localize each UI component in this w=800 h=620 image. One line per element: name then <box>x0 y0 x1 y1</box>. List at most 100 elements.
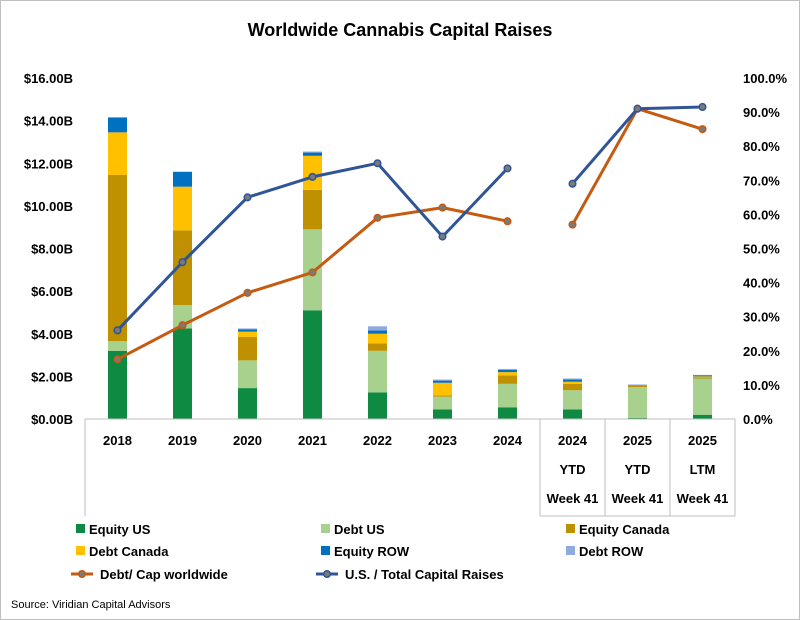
point-debt-cap-worldwide <box>698 125 707 134</box>
legend-label: Debt/ Cap worldwide <box>100 567 228 582</box>
bar-debt-canada <box>238 331 257 337</box>
bar-debt-row <box>693 374 712 376</box>
x-tick-label: 2021 <box>298 433 327 448</box>
y-left-tick-label: $14.00B <box>24 114 73 129</box>
x-tick-label: 2023 <box>428 433 457 448</box>
point-debt-cap-worldwide <box>243 288 252 297</box>
legend-label: Debt Canada <box>89 544 169 559</box>
bar-debt-canada <box>563 381 582 384</box>
bar-equity-row <box>108 117 127 133</box>
bar-equity-row <box>173 171 192 187</box>
lines-layer <box>113 102 707 364</box>
point-debt-cap-worldwide <box>503 217 512 226</box>
legend-marker <box>322 569 332 579</box>
legend-label: Debt US <box>334 522 385 537</box>
bar-equity-us <box>498 407 517 419</box>
bar-debt-us <box>498 383 517 408</box>
bar-equity-row <box>563 379 582 382</box>
bar-debt-us <box>693 378 712 415</box>
y-left-tick-label: $12.00B <box>24 156 73 171</box>
bar-equity-canada <box>238 336 257 361</box>
y-right-tick-label: 20.0% <box>743 344 780 359</box>
bar-debt-row <box>238 328 257 330</box>
legend-swatch <box>321 546 330 555</box>
x-tick-label: 2025 <box>688 433 717 448</box>
legend-swatch <box>566 546 575 555</box>
bar-equity-row <box>303 152 322 156</box>
legend-swatch <box>76 524 85 533</box>
y-left-tick-label: $6.00B <box>31 284 73 299</box>
point-u-s-total-capital-raises <box>373 159 382 168</box>
bar-debt-row <box>628 384 647 386</box>
bar-equity-canada <box>693 377 712 379</box>
y-left-tick-label: $10.00B <box>24 199 73 214</box>
point-u-s-total-capital-raises <box>568 179 577 188</box>
y-left-tick-label: $8.00B <box>31 242 73 257</box>
point-u-s-total-capital-raises <box>243 193 252 202</box>
legend-label: Debt ROW <box>579 544 644 559</box>
point-u-s-total-capital-raises <box>503 164 512 173</box>
y-left-tick-label: $0.00B <box>31 412 73 427</box>
y-left-tick-label: $2.00B <box>31 369 73 384</box>
bar-equity-canada <box>498 375 517 384</box>
x-tick-label: LTM <box>690 462 716 477</box>
legend-label: Equity US <box>89 522 151 537</box>
point-debt-cap-worldwide <box>373 213 382 222</box>
legend-swatch <box>566 524 575 533</box>
y-left-tick-label: $16.00B <box>24 71 73 86</box>
x-tick-label: 2025 <box>623 433 652 448</box>
bar-debt-canada <box>498 372 517 376</box>
legend-marker <box>77 569 87 579</box>
bar-debt-canada <box>108 132 127 175</box>
x-tick-label: YTD <box>560 462 586 477</box>
axes-layer: $0.00B $2.00B $4.00B $6.00B $8.00B $10.00B $12… <box>24 71 788 517</box>
y-right-tick-label: 10.0% <box>743 378 780 393</box>
x-tick-label: 2024 <box>558 433 588 448</box>
x-tick-label: YTD <box>625 462 651 477</box>
bar-debt-row <box>498 368 517 370</box>
bar-debt-canada <box>173 186 192 231</box>
bar-equity-row <box>368 330 387 334</box>
bar-equity-canada <box>108 174 127 342</box>
bar-equity-row <box>238 329 257 332</box>
point-debt-cap-worldwide <box>568 220 577 229</box>
line-u-s-total-capital-raises <box>571 105 703 185</box>
bar-debt-row <box>368 326 387 331</box>
legend-swatch <box>76 546 85 555</box>
bar-equity-canada <box>628 385 647 388</box>
bar-equity-us <box>238 388 257 419</box>
y-right-tick-label: 90.0% <box>743 105 780 120</box>
bar-equity-canada <box>303 189 322 230</box>
y-left-tick-label: $4.00B <box>31 327 73 342</box>
bar-debt-canada <box>368 333 387 344</box>
bar-debt-us <box>563 390 582 410</box>
y-right-tick-label: 50.0% <box>743 242 780 257</box>
bar-debt-canada <box>693 376 712 378</box>
x-tick-label: Week 41 <box>677 491 729 506</box>
bar-equity-canada <box>368 343 387 351</box>
bar-equity-us <box>563 409 582 419</box>
point-u-s-total-capital-raises <box>698 102 707 112</box>
bar-equity-us <box>368 392 387 419</box>
x-tick-label: 2022 <box>363 433 392 448</box>
bar-debt-row <box>303 151 322 153</box>
bars-layer <box>108 117 712 419</box>
bar-equity-row <box>628 385 647 386</box>
y-right-tick-label: 80.0% <box>743 139 780 154</box>
y-right-tick-label: 30.0% <box>743 310 780 325</box>
x-tick-label: 2019 <box>168 433 197 448</box>
bar-equity-row <box>498 369 517 373</box>
bar-debt-canada <box>433 382 452 396</box>
bar-equity-us <box>108 350 127 419</box>
y-right-tick-label: 70.0% <box>743 173 780 188</box>
x-tick-label: 2020 <box>233 433 262 448</box>
y-right-tick-label: 100.0% <box>743 71 788 86</box>
bar-debt-us <box>368 350 387 393</box>
bar-equity-us <box>628 417 647 419</box>
line-debt-cap-worldwide <box>571 107 703 226</box>
y-right-tick-label: 60.0% <box>743 207 780 222</box>
y-right-tick-label: 0.0% <box>743 412 773 427</box>
bar-equity-us <box>433 409 452 419</box>
